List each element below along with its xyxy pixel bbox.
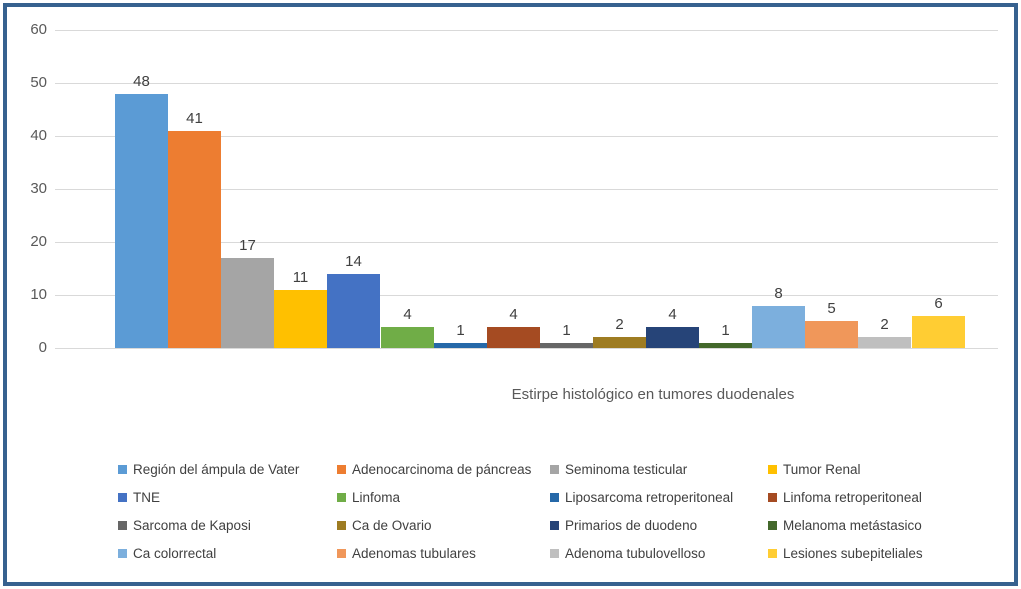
legend-label: Ca de Ovario [352, 517, 432, 533]
legend-marker-icon [768, 520, 777, 530]
legend-marker-icon [337, 548, 346, 558]
legend-marker-icon [337, 520, 346, 530]
y-tick-label-60: 60 [30, 21, 47, 38]
legend-marker-icon [768, 548, 777, 558]
legend-marker-icon [337, 492, 346, 502]
bar-value-label-11: 4 [668, 306, 677, 323]
legend-label: Linfoma [352, 489, 401, 505]
legend-label: Adenoma tubulovelloso [565, 545, 706, 561]
legend-item-7: Liposarcoma retroperitoneal [550, 487, 733, 507]
legend-label: Tumor Renal [783, 461, 861, 477]
legend-item-14: Adenomas tubulares [337, 543, 476, 563]
bar-16 [912, 316, 965, 348]
bar-2 [168, 131, 221, 348]
legend-marker-icon [550, 492, 559, 502]
bar-4 [274, 290, 327, 348]
bar-value-label-15: 2 [880, 316, 889, 333]
bar-12 [699, 343, 752, 348]
bar-value-label-6: 4 [403, 306, 412, 323]
bar-value-label-8: 4 [509, 306, 518, 323]
legend-item-4: Tumor Renal [768, 459, 861, 479]
y-tick-label-0: 0 [38, 339, 47, 356]
legend-item-1: Región del ámpula de Vater [118, 459, 299, 479]
legend-marker-icon [118, 492, 127, 502]
legend-item-8: Linfoma retroperitoneal [768, 487, 922, 507]
plot-area: 0 10 20 30 40 50 60 48 41 17 11 14 4 1 4 1 2 4 1 8 5 2 6 [30, 21, 998, 356]
gridline-y-60 [55, 30, 998, 31]
legend-marker-icon [550, 464, 559, 474]
legend-label: Ca colorrectal [133, 545, 217, 561]
gridline-y-20 [55, 242, 998, 243]
legend-marker-icon [118, 548, 127, 558]
legend-item-5: TNE [118, 487, 160, 507]
legend-label: Región del ámpula de Vater [133, 461, 300, 477]
chart-frame: 0 10 20 30 40 50 60 48 41 17 11 14 4 1 4 1 2 4 1 8 5 2 6 Esti… [3, 3, 1018, 586]
bar-value-label-12: 1 [721, 322, 730, 339]
y-tick-label-30: 30 [30, 180, 47, 197]
bar-value-label-1: 48 [133, 73, 150, 90]
legend-item-6: Linfoma [337, 487, 400, 507]
bar-value-label-2: 41 [186, 110, 203, 127]
legend-marker-icon [550, 520, 559, 530]
legend-marker-icon [550, 548, 559, 558]
bar-6 [381, 327, 434, 348]
legend-marker-icon [337, 464, 346, 474]
bar-5 [327, 274, 380, 348]
bar-value-label-13: 8 [774, 285, 783, 302]
legend-item-2: Adenocarcinoma de páncreas [337, 459, 531, 479]
gridline-y-40 [55, 136, 998, 137]
y-tick-label-40: 40 [30, 127, 47, 144]
bar-14 [805, 321, 858, 348]
bar-value-label-4: 11 [292, 269, 309, 286]
y-tick-label-10: 10 [30, 286, 47, 303]
bar-11 [646, 327, 699, 348]
legend-item-12: Melanoma metástasico [768, 515, 922, 535]
legend-item-15: Adenoma tubulovelloso [550, 543, 705, 563]
legend-label: Primarios de duodeno [565, 517, 698, 533]
legend-label: Seminoma testicular [565, 461, 688, 477]
legend-item-11: Primarios de duodeno [550, 515, 697, 535]
bar-value-label-3: 17 [239, 237, 256, 254]
y-tick-label-50: 50 [30, 74, 47, 91]
legend-label: Linfoma retroperitoneal [783, 489, 922, 505]
legend-marker-icon [768, 464, 777, 474]
bar-8 [487, 327, 540, 348]
legend-item-3: Seminoma testicular [550, 459, 687, 479]
legend-label: Liposarcoma retroperitoneal [565, 489, 734, 505]
bar-value-label-5: 14 [345, 253, 362, 270]
legend-marker-icon [768, 492, 777, 502]
legend-item-16: Lesiones subepiteliales [768, 543, 923, 563]
legend-item-13: Ca colorrectal [118, 543, 216, 563]
bar-13 [752, 306, 805, 348]
bar-value-label-16: 6 [934, 295, 943, 312]
legend: Región del ámpula de Vater Adenocarcinoma… [7, 7, 1014, 582]
gridline-y-0 [55, 348, 998, 349]
bar-9 [540, 343, 593, 348]
axis-title: Estirpe histológico en tumores duodenale… [511, 386, 795, 403]
legend-label: Adenocarcinoma de páncreas [352, 461, 532, 477]
bar-7 [434, 343, 487, 348]
bar-1 [115, 94, 168, 348]
legend-marker-icon [118, 464, 127, 474]
gridline-y-30 [55, 189, 998, 190]
legend-marker-icon [118, 520, 127, 530]
legend-label: TNE [133, 489, 160, 505]
bar-10 [593, 337, 646, 348]
legend-item-10: Ca de Ovario [337, 515, 432, 535]
bar-3 [221, 258, 274, 348]
bar-value-label-9: 1 [562, 322, 571, 339]
bar-value-label-10: 2 [615, 316, 624, 333]
legend-label: Lesiones subepiteliales [783, 545, 923, 561]
legend-label: Sarcoma de Kaposi [133, 517, 251, 533]
bar-15 [858, 337, 911, 348]
legend-label: Melanoma metástasico [783, 517, 922, 533]
bar-value-label-7: 1 [456, 322, 465, 339]
legend-item-9: Sarcoma de Kaposi [118, 515, 251, 535]
gridline-y-50 [55, 83, 998, 84]
y-tick-label-20: 20 [30, 233, 47, 250]
bar-value-label-14: 5 [827, 300, 836, 317]
gridline-y-10 [55, 295, 998, 296]
legend-label: Adenomas tubulares [352, 545, 476, 561]
